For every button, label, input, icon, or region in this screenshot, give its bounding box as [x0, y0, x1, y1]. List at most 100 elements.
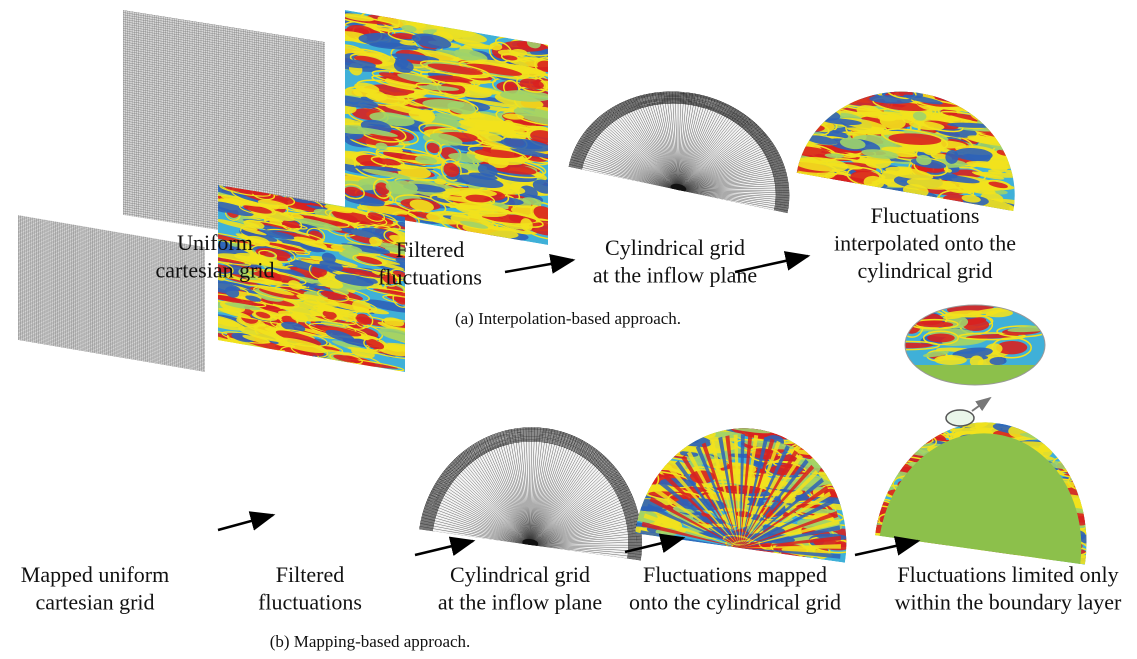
field-blob	[993, 105, 1050, 123]
field-blob	[1084, 490, 1102, 505]
arrow	[415, 541, 473, 555]
field-blob	[647, 425, 695, 442]
field-blob	[802, 113, 827, 120]
field-blob	[881, 440, 916, 459]
field-blob	[1058, 459, 1108, 467]
arrow	[855, 541, 918, 555]
field-blob	[1066, 447, 1122, 462]
field-blob	[838, 469, 863, 478]
step-label: cylindrical grid	[857, 258, 992, 283]
field	[766, 63, 1051, 224]
field-blob	[839, 485, 853, 490]
field-blob	[855, 82, 900, 93]
field-blob	[892, 429, 937, 450]
field-blob	[798, 75, 839, 87]
field-blob	[1065, 461, 1110, 479]
step-label: at the inflow plane	[438, 590, 602, 615]
step-label: onto the cylindrical grid	[629, 590, 841, 615]
field-blob	[878, 419, 921, 432]
field-blob	[1076, 459, 1109, 471]
field-blob	[884, 410, 911, 415]
field-blob	[1077, 468, 1116, 480]
field-blob	[913, 411, 943, 426]
field-blob	[650, 415, 680, 427]
field-blob	[822, 78, 854, 99]
field-blob	[829, 457, 884, 468]
field-blob	[876, 450, 902, 466]
field-blob	[838, 486, 855, 498]
field-blob	[883, 423, 925, 437]
field-blob	[896, 446, 917, 452]
field-blob	[647, 415, 685, 423]
field-blob	[874, 418, 924, 431]
step-label: within the boundary layer	[895, 590, 1122, 615]
field-blob	[646, 428, 666, 443]
field-blob	[998, 114, 1032, 127]
field-blob	[806, 441, 860, 451]
field-blob	[806, 82, 860, 100]
field-blob	[876, 479, 894, 486]
step-label: Mapped uniform	[21, 562, 169, 587]
field-blob	[930, 416, 945, 430]
field-blob	[654, 427, 696, 439]
field-blob	[815, 90, 841, 99]
field-blob	[654, 411, 690, 429]
field-blob	[664, 428, 709, 439]
field-blob	[818, 449, 871, 474]
field-blob	[823, 444, 844, 459]
field-blob	[825, 447, 840, 456]
field-blob	[807, 75, 843, 96]
field-blob	[875, 437, 912, 459]
step-label: Fluctuations mapped	[643, 562, 827, 587]
field-blob	[650, 449, 671, 460]
field-blob	[809, 99, 825, 109]
field-blob	[879, 441, 908, 455]
field-blob	[900, 429, 922, 443]
zoom-region	[946, 410, 974, 426]
field-blob	[976, 103, 1011, 113]
caption: (b) Mapping-based approach.	[270, 632, 471, 651]
field-blob	[878, 420, 931, 440]
field-blob	[800, 72, 831, 81]
disk-content	[849, 398, 1128, 577]
step-label: cartesian grid	[35, 590, 154, 615]
figure: (a) Interpolation-based approach. (b) Ma…	[0, 0, 1137, 659]
field-blob	[831, 472, 878, 490]
step-label: Filtered	[396, 237, 464, 262]
field-blob	[1074, 456, 1091, 467]
field-blob	[1015, 140, 1029, 153]
field-blob	[883, 437, 919, 455]
arrow	[218, 515, 273, 530]
field-blob	[633, 417, 681, 433]
field-blob	[819, 437, 843, 450]
inset-green	[905, 365, 1045, 390]
field-blob	[810, 438, 842, 447]
field-blob	[897, 425, 926, 448]
field-blob	[873, 416, 920, 422]
field-blob	[627, 415, 687, 436]
step-label: cartesian grid	[155, 258, 274, 283]
field-blob	[1006, 153, 1023, 163]
step-label: at the inflow plane	[593, 263, 757, 288]
step-label: Cylindrical grid	[450, 562, 590, 587]
field-blob	[808, 77, 857, 91]
field-blob	[886, 431, 929, 448]
field-blob	[901, 431, 929, 442]
arrow	[505, 260, 573, 272]
field-blob	[882, 421, 916, 431]
field-blob	[825, 74, 856, 91]
field-blob	[659, 421, 684, 429]
inset	[876, 298, 1061, 390]
field-blob	[821, 459, 880, 479]
field-blob	[1005, 118, 1031, 130]
field-blob	[1080, 461, 1106, 470]
field-blob	[1076, 475, 1115, 489]
step-label: Filtered	[276, 562, 344, 587]
field-blob	[1045, 438, 1077, 448]
cylindrical-grid	[419, 413, 658, 563]
step-label: Fluctuations limited only	[897, 562, 1118, 587]
field-blob	[963, 100, 1016, 113]
field-blob	[824, 455, 865, 468]
disk-content	[419, 413, 658, 563]
field-blob	[847, 80, 865, 86]
